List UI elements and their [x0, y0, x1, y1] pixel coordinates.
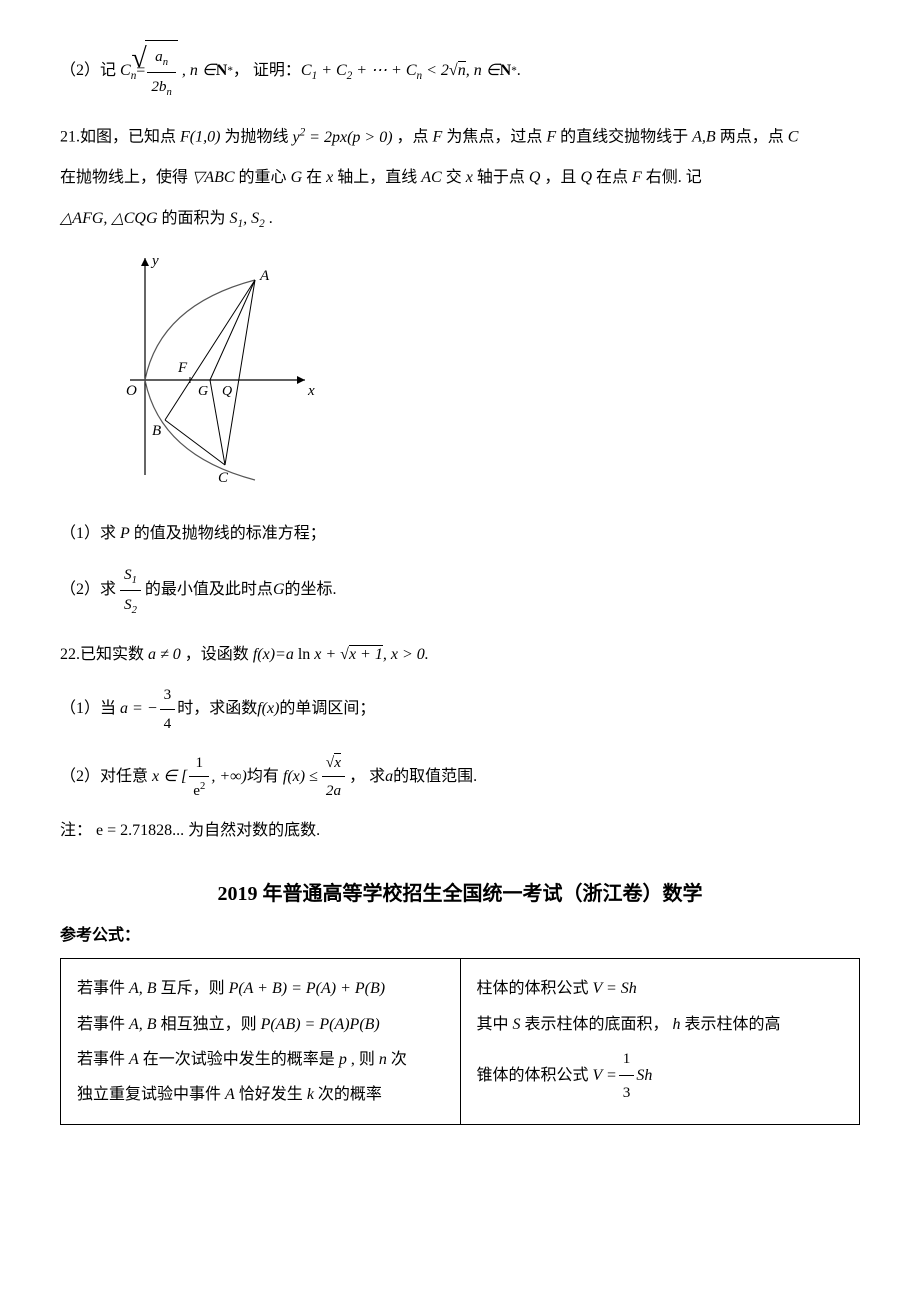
ref-formula-label: 参考公式： [60, 922, 860, 951]
formula-table: 若事件 A, B 互斥，则 P(A + B) = P(A) + P(B) 若事件… [60, 958, 860, 1125]
part-label: （2）记 [60, 57, 116, 86]
svg-text:A: A [259, 268, 270, 284]
svg-text:y: y [150, 253, 159, 269]
problem-22: 22.已知实数 a ≠ 0 ，设函数 f(x)=a ln x + √x + 1,… [60, 641, 860, 846]
problem-21: 21.如图，已知点 F(1,0) 为抛物线 y2 = 2px(p > 0) ，点… [60, 122, 860, 620]
problem-20-part2: （2）记 Cn = √ an 2bn , n ∈ N* ， 证明： C1 + C… [60, 40, 860, 102]
svg-text:G: G [198, 384, 208, 399]
parabola-figure: O x y A B C F G Q [90, 250, 860, 501]
table-cell-right: 柱体的体积公式 V = Sh 其中 S 表示柱体的底面积， h 表示柱体的高 锥… [460, 959, 860, 1125]
svg-text:O: O [126, 383, 137, 399]
table-cell-left: 若事件 A, B 互斥，则 P(A + B) = P(A) + P(B) 若事件… [61, 959, 461, 1125]
svg-text:Q: Q [222, 384, 232, 399]
svg-text:F: F [177, 360, 188, 376]
svg-text:C: C [218, 470, 229, 486]
svg-text:x: x [307, 383, 315, 399]
svg-text:B: B [152, 423, 161, 439]
exam-title: 2019 年普通高等学校招生全国统一考试（浙江卷）数学 [60, 876, 860, 912]
